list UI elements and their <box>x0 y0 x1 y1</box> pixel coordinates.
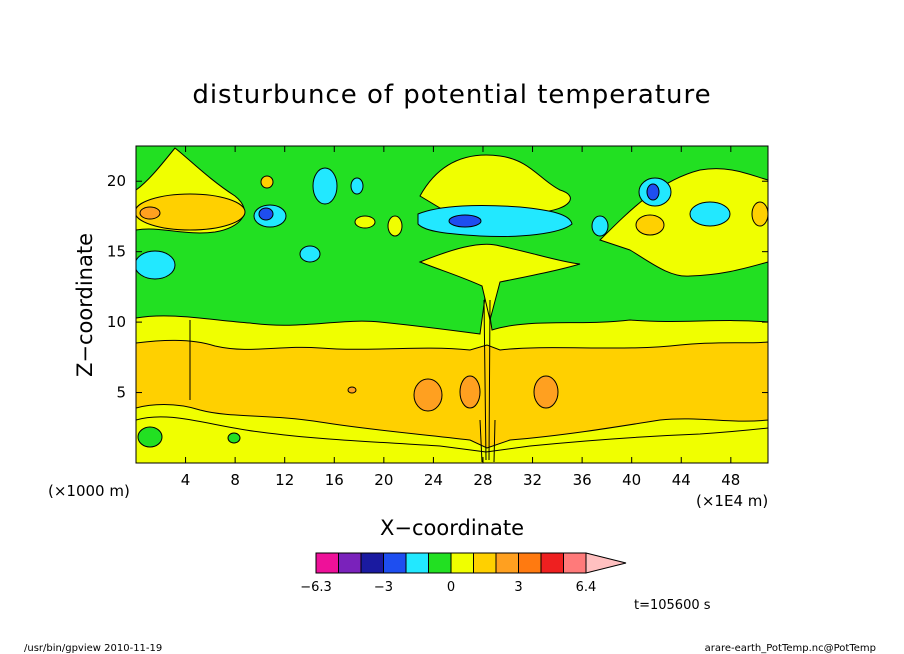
colorbar: −6.3 −3 0 3 6.4 <box>300 552 627 595</box>
y-tick-label: 5 <box>116 384 126 402</box>
x-tick-label: 16 <box>325 471 344 489</box>
colorbar-label: 6.4 <box>576 580 597 595</box>
y-axis: 5 10 15 20 <box>107 172 768 402</box>
field-warm-blob5 <box>387 215 403 237</box>
x-tick-label: 4 <box>181 471 191 489</box>
field-cold-core <box>448 214 482 228</box>
colorbar-label: −6.3 <box>300 580 332 595</box>
x-tick-label: 24 <box>424 471 443 489</box>
field-central-column <box>189 299 496 463</box>
field-cold-band <box>417 205 573 237</box>
field-warm-blob2 <box>635 214 665 236</box>
field-hot-patch2 <box>459 375 481 409</box>
colorbar-swatch <box>540 552 564 574</box>
x-tick-label: 28 <box>473 471 492 489</box>
colorbar-swatch <box>495 552 519 574</box>
field-cold-mid1 <box>312 167 338 205</box>
x-axis: 4 8 12 16 20 24 28 32 36 40 44 48 <box>181 146 740 489</box>
field-hot-patch1 <box>413 378 443 412</box>
y-tick-label: 15 <box>107 243 126 261</box>
x-tick-label: 36 <box>573 471 592 489</box>
x-tick-label: 20 <box>374 471 393 489</box>
footer-right: arare-earth_PotTemp.nc@PotTemp <box>705 643 876 654</box>
field-warm-spot-left <box>139 206 161 220</box>
time-label: t=105600 s <box>634 598 711 613</box>
colorbar-swatch <box>360 552 384 574</box>
x-tick-label: 44 <box>672 471 691 489</box>
colorbar-swatch <box>428 552 452 574</box>
field-warm-blob1 <box>260 175 274 189</box>
colorbar-swatch <box>338 552 362 574</box>
colorbar-arrow <box>585 552 627 574</box>
colorbar-swatch <box>383 552 407 574</box>
field-green-spot1 <box>137 426 163 448</box>
x-axis-label: X−coordinate <box>380 516 524 540</box>
x-unit-note: (×1000 m) <box>48 482 130 500</box>
field-green-spot2 <box>227 432 241 444</box>
colorbar-swatch <box>405 552 429 574</box>
field-cold-far-right <box>689 201 731 227</box>
x-tick-label: 48 <box>721 471 740 489</box>
plot-frame <box>135 145 769 464</box>
colorbar-swatch <box>518 552 542 574</box>
field-warm-blob3 <box>751 201 768 227</box>
field-hot-patch3 <box>533 375 559 409</box>
x-tick-label: 12 <box>275 471 294 489</box>
field-plume <box>418 243 581 321</box>
field-warm-blob4 <box>354 215 376 229</box>
colorbar-label: 3 <box>514 580 522 595</box>
x-tick-label: 8 <box>230 471 240 489</box>
field-warm-core-left <box>136 193 246 231</box>
colorbar-label: 0 <box>447 580 455 595</box>
y-axis-label: Z−coordinate <box>73 233 97 377</box>
y-tick-label: 10 <box>107 313 126 331</box>
field-hot-patch4 <box>347 386 357 394</box>
x-tick-label: 32 <box>523 471 542 489</box>
colorbar-swatch <box>473 552 497 574</box>
contour-field <box>136 146 768 463</box>
colorbar-swatch <box>315 552 339 574</box>
field-cold-mid3 <box>350 177 364 195</box>
x-tick-label: 40 <box>622 471 641 489</box>
x-scale-note: (×1E4 m) <box>696 492 768 510</box>
field-cold-left-core <box>258 207 274 221</box>
field-cold-mid4 <box>591 215 609 237</box>
colorbar-swatch <box>450 552 474 574</box>
colorbar-swatch <box>563 552 587 574</box>
field-cold-mid2 <box>299 245 321 263</box>
chart-title: disturbunce of potential temperature <box>192 80 711 110</box>
y-tick-label: 20 <box>107 172 126 190</box>
footer-left: /usr/bin/gpview 2010-11-19 <box>24 643 162 654</box>
colorbar-label: −3 <box>374 580 393 595</box>
field-cold-right-core <box>646 183 660 201</box>
field-cold-edge-left <box>136 250 176 280</box>
